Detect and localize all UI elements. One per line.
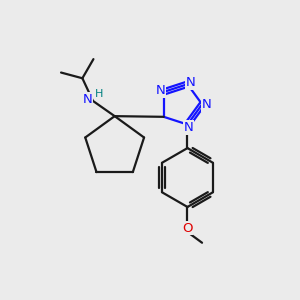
Text: N: N [185, 76, 195, 89]
Text: N: N [156, 84, 166, 97]
Text: O: O [182, 222, 193, 235]
Text: N: N [83, 93, 92, 106]
Text: N: N [184, 121, 194, 134]
Text: H: H [95, 89, 103, 100]
Text: N: N [202, 98, 212, 111]
